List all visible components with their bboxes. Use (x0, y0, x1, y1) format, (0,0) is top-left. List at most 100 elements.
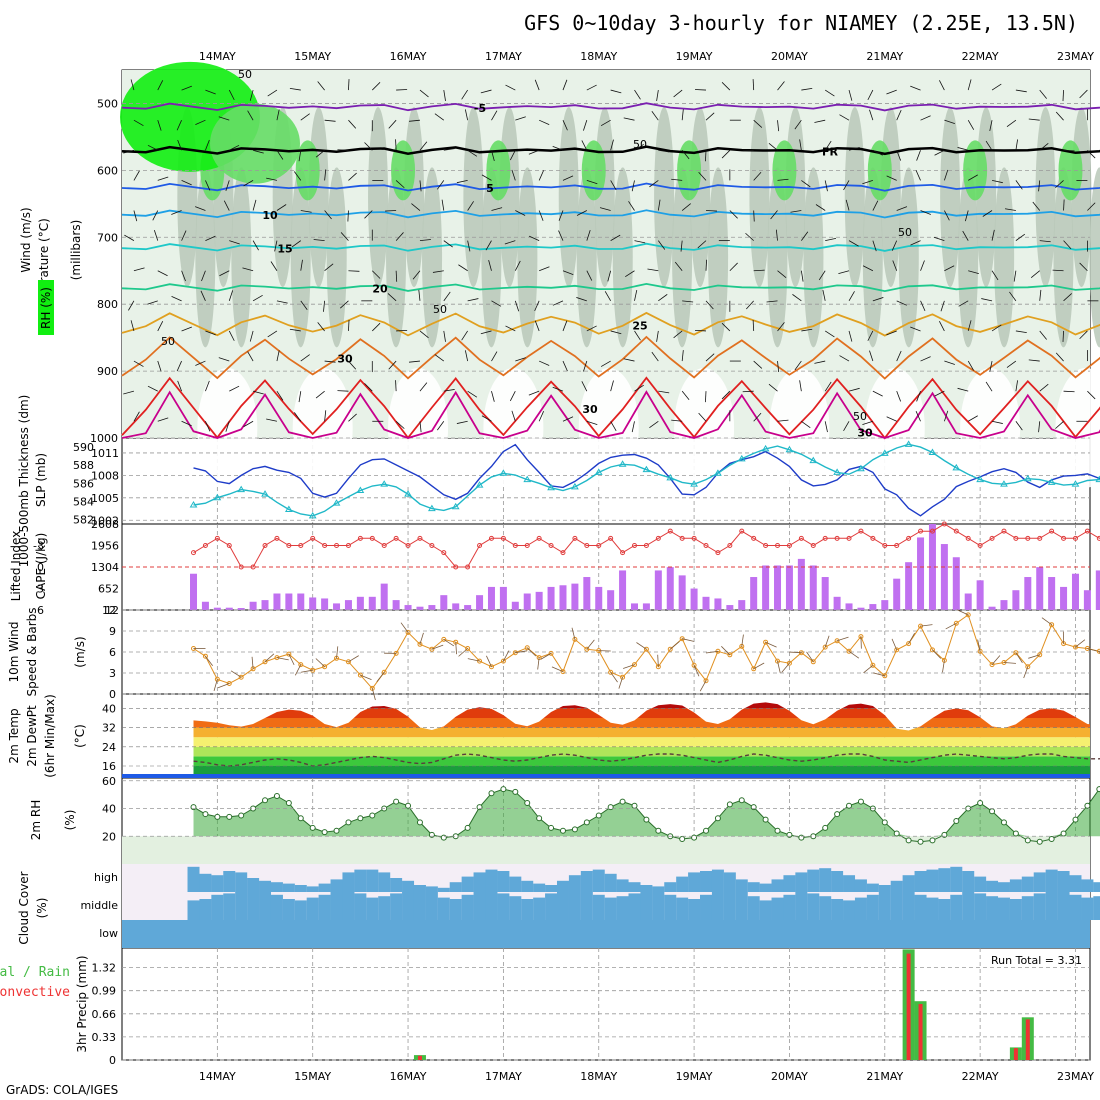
thickness-tick-label: 582 (73, 513, 94, 526)
date-label-top: 20MAY (771, 50, 808, 63)
wind-barb (1006, 360, 1017, 368)
wind-barb (586, 325, 597, 332)
wind-barb-10m (991, 655, 1001, 665)
wind-barb (824, 89, 835, 97)
wind-barb (964, 210, 969, 222)
high-cloud-bar (568, 875, 581, 892)
rh-contour-label: 50 (898, 226, 912, 239)
rh2m-point (309, 824, 316, 831)
thickness-series-line-point (976, 475, 985, 483)
wind-barb (1015, 330, 1027, 334)
wind-speed-point (977, 648, 983, 654)
wind-barb-10m (765, 641, 777, 648)
li-tick-label: 3 (37, 583, 44, 596)
wind-barb (766, 300, 778, 303)
wind-barb (181, 326, 193, 332)
rh-shading (612, 167, 633, 348)
thickness-series-line-point (1047, 478, 1056, 485)
rh-dry-core (769, 367, 830, 488)
precip-convective-bar (918, 1004, 923, 1060)
temperature-band (193, 718, 1090, 728)
wind-barb (610, 139, 614, 151)
wind-barb-10m (623, 664, 635, 669)
lifted-index-point (584, 543, 590, 548)
rh2m-tick-label: 20 (102, 830, 116, 843)
wind-barb-10m (781, 662, 790, 673)
wind-barb (753, 210, 755, 222)
wind-barb (266, 418, 278, 422)
middle-cloud-bar (688, 899, 701, 920)
lifted-index-point (1072, 535, 1078, 541)
lifted-index-point (965, 535, 971, 541)
thickness-series-line-point (1000, 480, 1008, 487)
wind-barb (225, 421, 230, 432)
wind-barb (1028, 359, 1040, 362)
middle-cloud-bar (1069, 894, 1082, 920)
temperature-band (122, 684, 1090, 698)
wind-barb (1055, 352, 1064, 362)
wind-barb (1039, 330, 1047, 340)
wind-barb (753, 269, 765, 272)
wind-barb (604, 291, 612, 302)
wind-barb (419, 330, 429, 339)
middle-cloud-bar (485, 892, 498, 920)
slp-tick-label: 1008 (91, 469, 119, 482)
wind-barb (395, 139, 397, 151)
cape-bar (750, 577, 758, 610)
thickness-series-line-point (1095, 475, 1100, 483)
thickness-tick-label: 588 (73, 459, 94, 472)
lifted-index-point (596, 543, 602, 548)
wind-speed-point (405, 629, 411, 635)
lifted-index-point (882, 543, 888, 548)
wind-barb-10m (264, 653, 275, 663)
middle-cloud-bar (926, 897, 939, 920)
high-cloud-bar (759, 883, 772, 892)
high-cloud-bar (1033, 872, 1046, 892)
wind-barb (869, 350, 874, 362)
high-cloud-bar (413, 885, 426, 892)
middle-cloud-bar (640, 892, 653, 920)
lifted-index-point (941, 521, 947, 527)
wind-barb (443, 148, 455, 151)
wind-barb-10m (443, 639, 455, 647)
wind-barb (177, 139, 182, 151)
wind-barb (147, 300, 158, 305)
wind-barb-10m (294, 664, 302, 676)
wind-barb (528, 390, 540, 396)
temperature-band (193, 737, 1090, 747)
wind-barb (886, 330, 897, 336)
wind-barb (388, 119, 397, 129)
wind-barb (742, 149, 754, 152)
middle-cloud-bar (974, 893, 987, 920)
wind-barb (600, 360, 611, 367)
lifted-index-point (393, 535, 399, 541)
wind-barb-10m (526, 647, 537, 657)
middle-cloud-bar (723, 892, 736, 920)
lifted-index-point (739, 528, 745, 534)
middle-cloud-bar (247, 892, 260, 920)
precip-convective-label: Convective (0, 985, 70, 1000)
wind-barb (242, 267, 254, 272)
high-cloud-bar (580, 871, 593, 892)
cape-bar (297, 593, 305, 610)
lifted-index-point (262, 543, 268, 548)
wind-barb (504, 240, 516, 245)
middle-cloud-bar (616, 896, 629, 920)
wind-barb (1039, 89, 1047, 99)
wind-barb (372, 82, 381, 91)
millibars-axis-label: (millibars) (69, 220, 83, 281)
high-cloud-bar (640, 885, 653, 892)
wind-barb (1015, 421, 1023, 431)
wind-barb-10m (276, 657, 289, 661)
wind-barb (915, 411, 921, 422)
wind10-axis-label: 10m Wind (7, 622, 21, 683)
rh-shading (749, 107, 770, 288)
rh-legend-swatch (38, 280, 54, 335)
rh2m-point (607, 804, 614, 811)
thickness-series-line-point (594, 468, 603, 475)
wind-barb (656, 90, 659, 101)
wind-barb (634, 89, 641, 100)
wind-barb (419, 239, 431, 242)
rh-shading (672, 167, 693, 348)
cape-bar (678, 575, 686, 610)
